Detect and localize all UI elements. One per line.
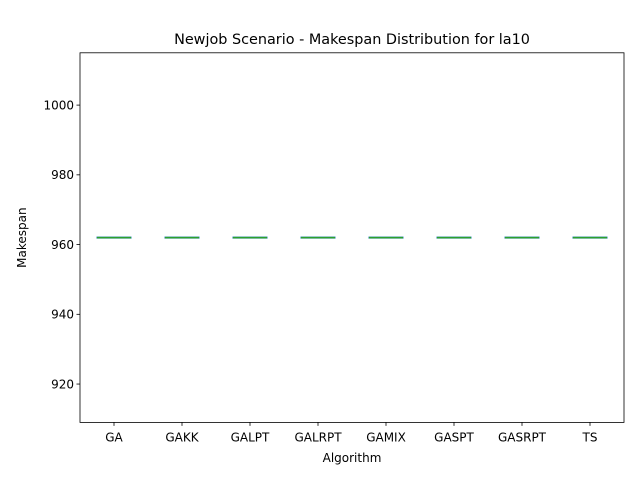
- y-tick-label: 960: [51, 238, 74, 252]
- x-tick-label: GASPT: [434, 430, 474, 444]
- x-tick-label: GALPT: [231, 430, 270, 444]
- x-axis-title: Algorithm: [323, 451, 382, 465]
- y-tick-label: 980: [51, 168, 74, 182]
- x-tick-label: GASRPT: [498, 430, 547, 444]
- y-tick-label: 940: [51, 308, 74, 322]
- plot-area: 920 940 960 980 1000 GA GAKK GALPT GALRPT GAMIX GA…: [43, 98, 608, 444]
- x-tick-label: GALRPT: [294, 430, 342, 444]
- x-tick-label: TS: [582, 430, 598, 444]
- y-axis-title: Makespan: [15, 207, 29, 267]
- plot-frame: [79, 52, 625, 423]
- x-tick-label: GAKK: [165, 430, 199, 444]
- chart-title: Newjob Scenario - Makespan Distribution …: [174, 32, 530, 48]
- x-tick-label: GA: [105, 430, 123, 444]
- y-tick-label: 1000: [43, 98, 74, 112]
- y-tick-label: 920: [51, 377, 74, 391]
- x-tick-label: GAMIX: [366, 430, 406, 444]
